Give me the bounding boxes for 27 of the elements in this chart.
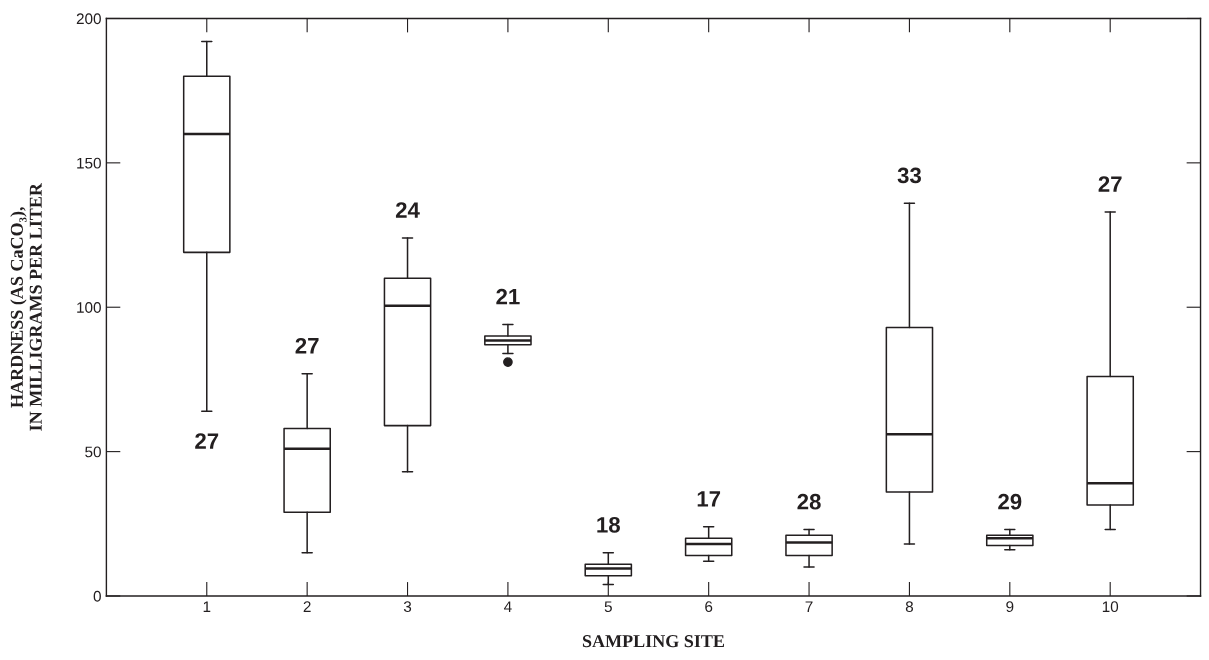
x-tick-label: 3 xyxy=(403,601,412,613)
y-tick-label: 150 xyxy=(77,157,101,169)
annotation: 24 xyxy=(395,202,420,218)
x-tick-label: 8 xyxy=(905,601,914,613)
annotation: 17 xyxy=(697,491,721,507)
annotation: 29 xyxy=(998,493,1022,510)
x-tick-label: 6 xyxy=(705,601,713,613)
y-tick-label: 100 xyxy=(77,302,101,313)
y-tick-label: 0 xyxy=(93,590,101,602)
annotation: 27 xyxy=(1098,176,1122,192)
annotation: 33 xyxy=(897,167,921,184)
x-axis-title: SAMPLING SITE xyxy=(582,635,725,648)
x-tick-label: 7 xyxy=(805,601,813,612)
x-tick-label: 4 xyxy=(504,601,512,612)
y-tick-label: 200 xyxy=(76,13,101,25)
x-tick-label: 9 xyxy=(1006,601,1014,613)
annotation: 18 xyxy=(597,516,620,533)
annotation: 27 xyxy=(295,337,319,354)
annotation: 28 xyxy=(797,493,821,510)
annotation: 21 xyxy=(496,288,520,305)
y-tick-label: 50 xyxy=(85,446,101,458)
x-tick-label: 10 xyxy=(1102,601,1119,613)
x-tick-label: 1 xyxy=(203,601,211,612)
x-tick-label: 5 xyxy=(604,601,612,613)
annotation: 27 xyxy=(195,433,219,449)
x-tick-label: 2 xyxy=(303,601,311,612)
y-axis-title: HARDNESS (AS CaCO₃), IN MILLIGRAMS PER LITER xyxy=(10,182,42,431)
